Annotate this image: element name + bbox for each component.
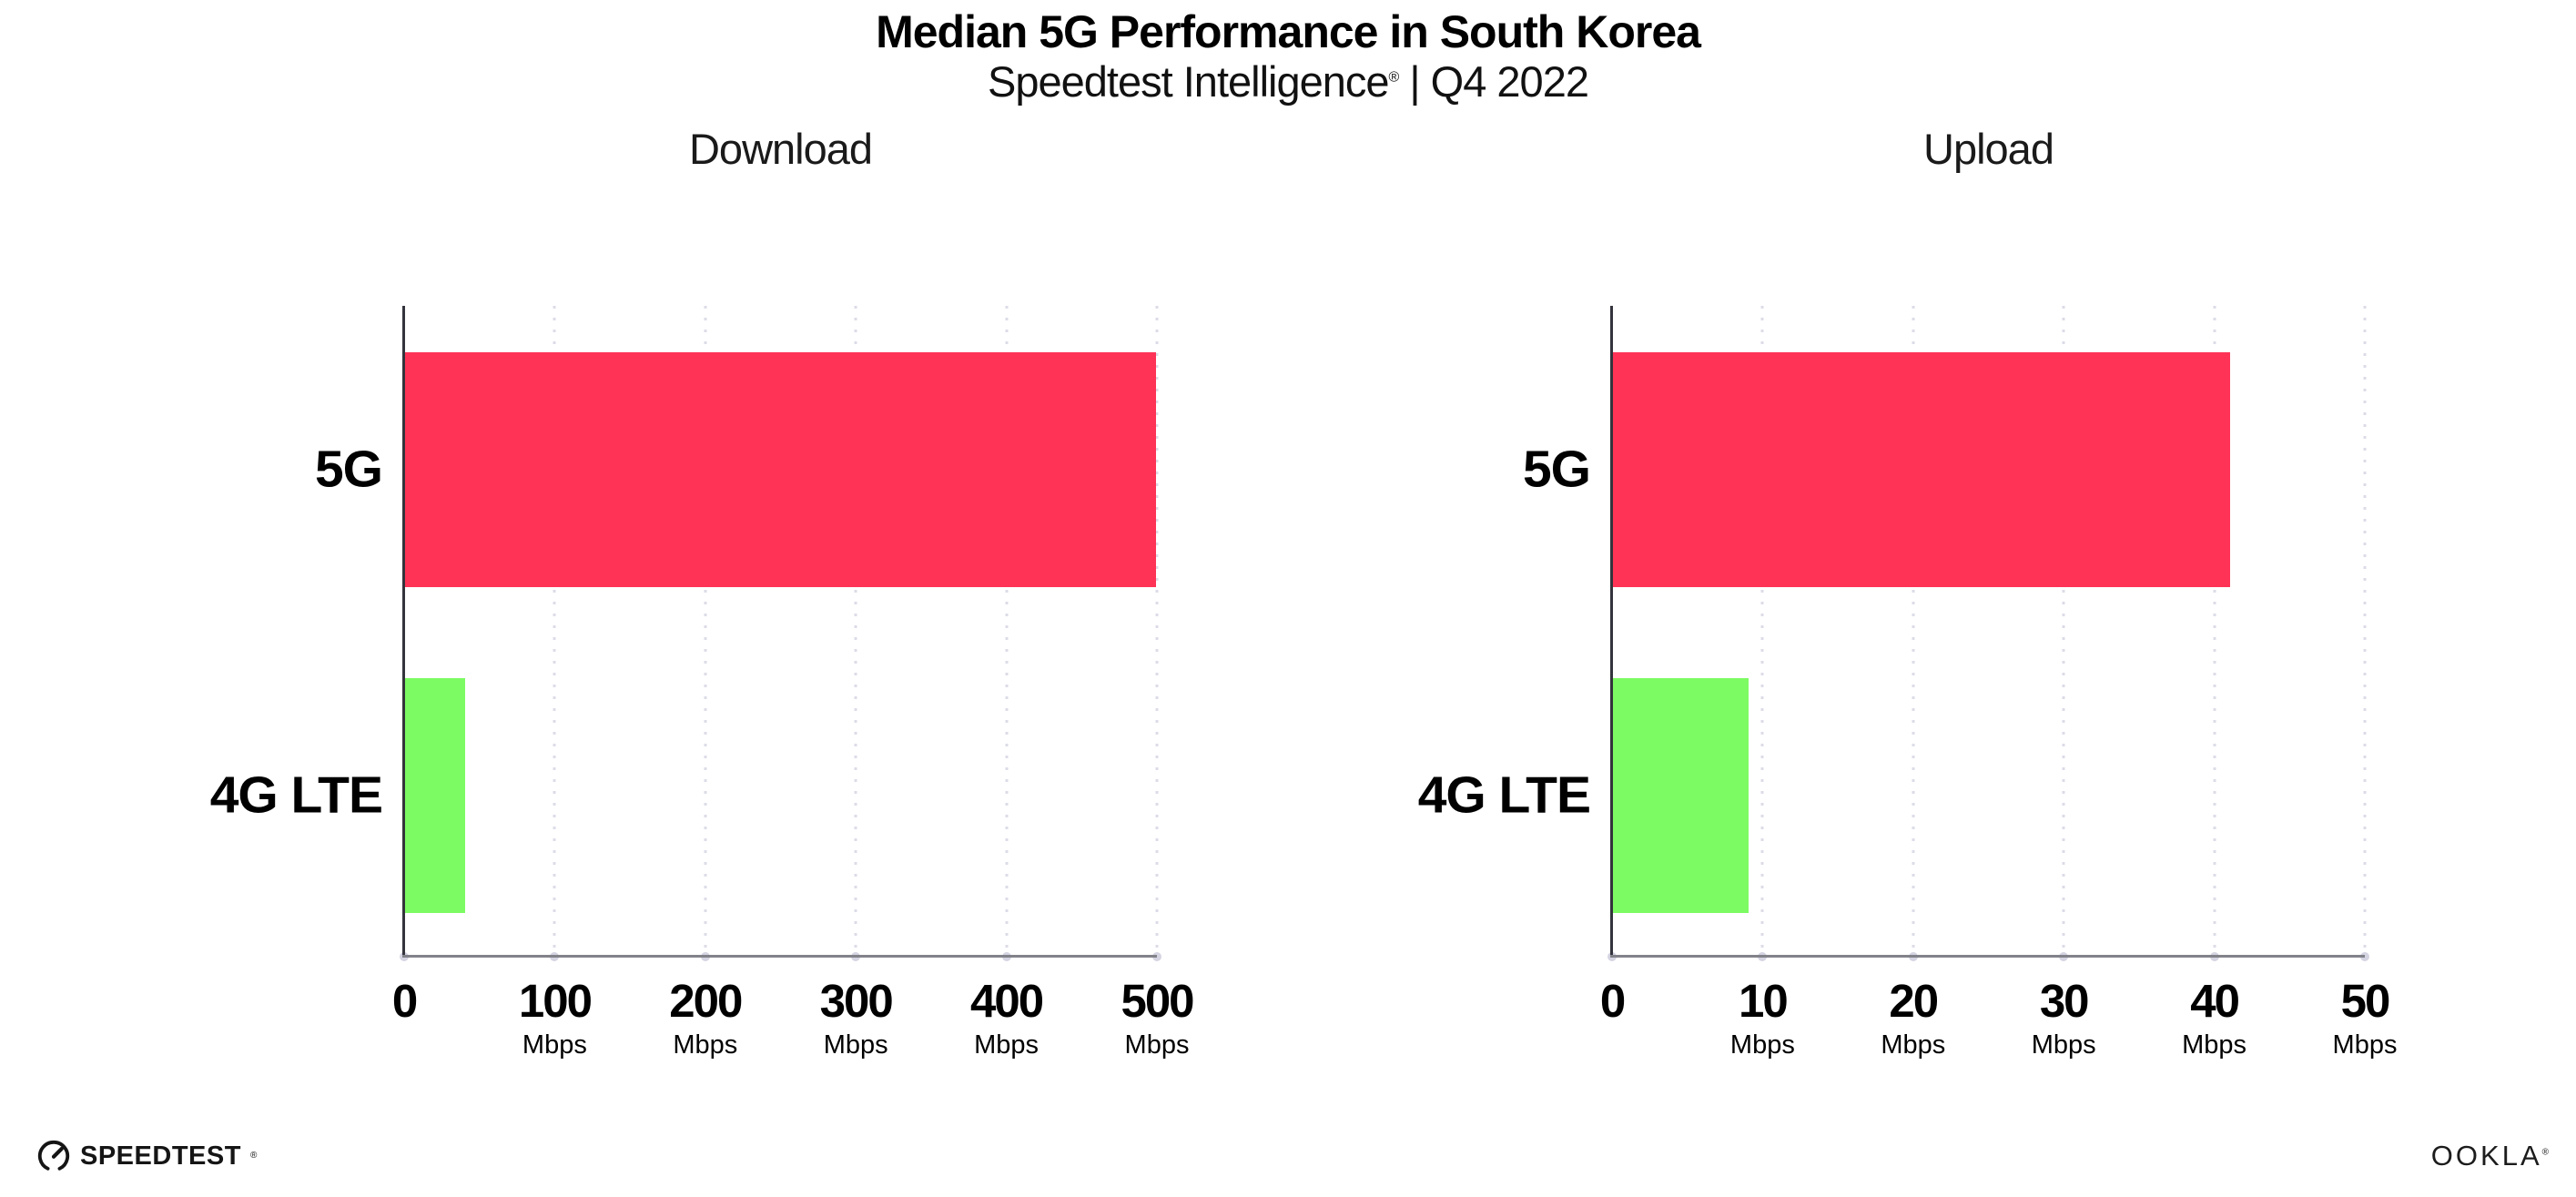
speedtest-logo: SPEEDTEST ® (36, 1136, 257, 1176)
x-tick-label-400: 400 Mbps (970, 975, 1044, 1060)
x-tick-value: 50 (2340, 975, 2391, 1027)
registered-mark: ® (2541, 1147, 2549, 1158)
bar-4g-lte-upload (1613, 678, 1749, 913)
x-tick-value: 20 (1889, 975, 1939, 1027)
download-chart: Download 5G 4G LTE 0 100 Mbps 200 Mbps 300 Mbps 40… (210, 127, 1195, 1059)
x-tick-value: 100 (518, 975, 593, 1027)
gridline-400 (1005, 306, 1009, 956)
speedtest-gauge-icon (37, 1140, 70, 1171)
x-tick-value: 40 (2190, 975, 2240, 1027)
x-tick-value: 300 (819, 975, 894, 1027)
x-tick-unit: Mbps (1124, 1030, 1190, 1060)
bar-5g-upload (1613, 352, 2231, 587)
bar-4g-lte-download (405, 678, 466, 913)
speedtest-wordmark: SPEEDTEST (80, 1141, 241, 1171)
x-tick-unit: Mbps (1729, 1030, 1795, 1060)
gridline-30 (2062, 306, 2065, 956)
x-tick-unit: Mbps (2031, 1030, 2096, 1060)
x-tick-value: 500 (1121, 975, 1194, 1027)
registered-mark: ® (1388, 69, 1400, 86)
x-tick-unit: Mbps (522, 1030, 587, 1060)
gridline-100 (553, 306, 556, 956)
category-label-5g: 5G (314, 440, 383, 499)
gridline-200 (704, 306, 707, 956)
x-tick-unit: Mbps (2182, 1030, 2247, 1060)
x-tick-unit: Mbps (1881, 1030, 1946, 1060)
x-tick-label-500: 500 Mbps (1121, 975, 1194, 1060)
gridline-50 (2363, 306, 2367, 956)
chart-title-download: Download (688, 125, 873, 173)
x-tick-value: 0 (1599, 975, 1626, 1027)
gridline-10 (1760, 306, 1764, 956)
x-tick-unit: Mbps (673, 1030, 738, 1060)
x-tick-label-40: 40 Mbps (2182, 978, 2246, 1059)
y-axis (1610, 306, 1613, 958)
x-tick-label-200: 200 Mbps (669, 975, 743, 1060)
category-label-4g-lte: 4G LTE (1417, 766, 1591, 825)
x-tick-value: 400 (970, 975, 1044, 1027)
ookla-wordmark: OOKLA (2430, 1140, 2542, 1172)
x-tick-unit: Mbps (2332, 1030, 2398, 1060)
category-label-4g-lte: 4G LTE (209, 766, 383, 825)
x-tick-value: 10 (1739, 975, 1789, 1027)
gridline-20 (1912, 306, 1915, 956)
axis-tick-dot (2360, 952, 2369, 961)
x-tick-unit: Mbps (974, 1030, 1040, 1060)
chart-title-upload: Upload (1923, 125, 2054, 173)
gridline-40 (2213, 306, 2216, 956)
x-tick-label-0: 0 (391, 975, 418, 1027)
x-tick-label-10: 10 Mbps (1730, 978, 1795, 1059)
x-tick-label-20: 20 Mbps (1881, 978, 1945, 1059)
x-tick-label-300: 300 Mbps (819, 975, 894, 1060)
x-tick-label-0: 0 (1599, 975, 1626, 1027)
upload-chart: Upload 5G 4G LTE 0 10 Mbps 20 Mbps 30 Mbps 40 Mbps 5… (1418, 127, 2398, 1059)
y-axis (402, 306, 405, 958)
gridline-300 (854, 306, 857, 956)
x-tick-value: 0 (391, 975, 418, 1027)
x-tick-label-30: 30 Mbps (2032, 978, 2096, 1059)
subtitle-period: Q4 2022 (1430, 57, 1589, 106)
axis-tick-dot (1152, 952, 1161, 961)
x-tick-label-100: 100 Mbps (518, 975, 593, 1060)
gridline-500 (1155, 306, 1159, 956)
bar-5g-download (405, 352, 1157, 587)
x-tick-value: 30 (2039, 975, 2090, 1027)
x-tick-unit: Mbps (823, 1030, 888, 1060)
subtitle-brand: Speedtest Intelligence (988, 57, 1389, 106)
x-tick-value: 200 (669, 975, 743, 1027)
page-subtitle: Speedtest Intelligence® | Q4 2022 (0, 60, 2576, 103)
x-axis (1610, 955, 2365, 958)
page-title: Median 5G Performance in South Korea (876, 6, 1701, 57)
category-label-5g: 5G (1522, 440, 1591, 499)
x-tick-label-50: 50 Mbps (2333, 978, 2398, 1059)
ookla-logo: OOKLA® (2431, 1141, 2549, 1170)
x-axis (402, 955, 1157, 958)
subtitle-separator: | (1398, 57, 1431, 106)
